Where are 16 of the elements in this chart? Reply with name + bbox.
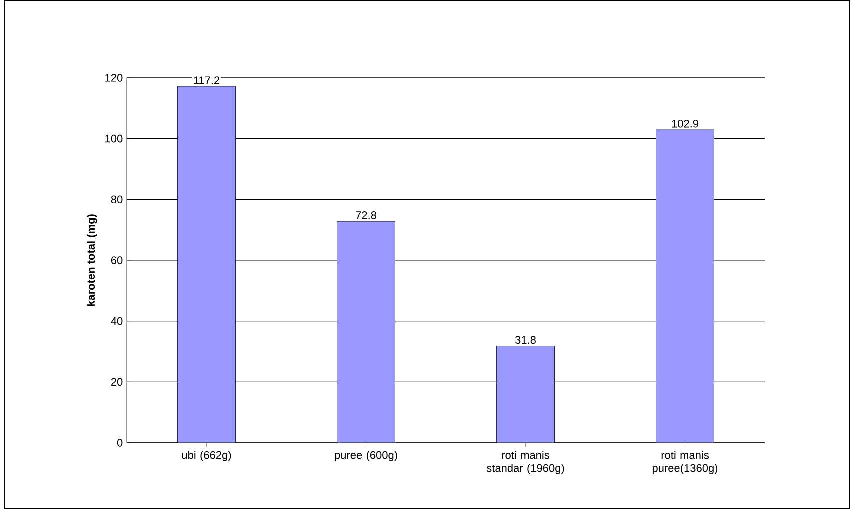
y-tick-label: 120 — [106, 74, 123, 82]
y-tick-label: 100 — [106, 134, 123, 143]
data-label: 31.8 — [515, 336, 536, 344]
x-tick-label: roti manis puree(1360g) — [652, 451, 718, 474]
y-tick-label: 60 — [111, 256, 123, 264]
x-tick-label: ubi (662g) — [182, 451, 232, 462]
x-tick-label: roti manis standar (1960g) — [486, 451, 564, 474]
data-label: 72.8 — [356, 212, 376, 220]
y-axis-title: karoten total (mg) — [86, 214, 98, 306]
y-tick-label: 20 — [111, 378, 123, 386]
x-tick-label: puree (600g) — [335, 451, 398, 462]
y-tick-label: 0 — [117, 439, 123, 447]
data-label: 102.9 — [672, 120, 698, 128]
y-tick-label: 80 — [111, 196, 123, 204]
data-label: 117.2 — [194, 76, 220, 84]
y-tick-label: 40 — [111, 317, 123, 326]
